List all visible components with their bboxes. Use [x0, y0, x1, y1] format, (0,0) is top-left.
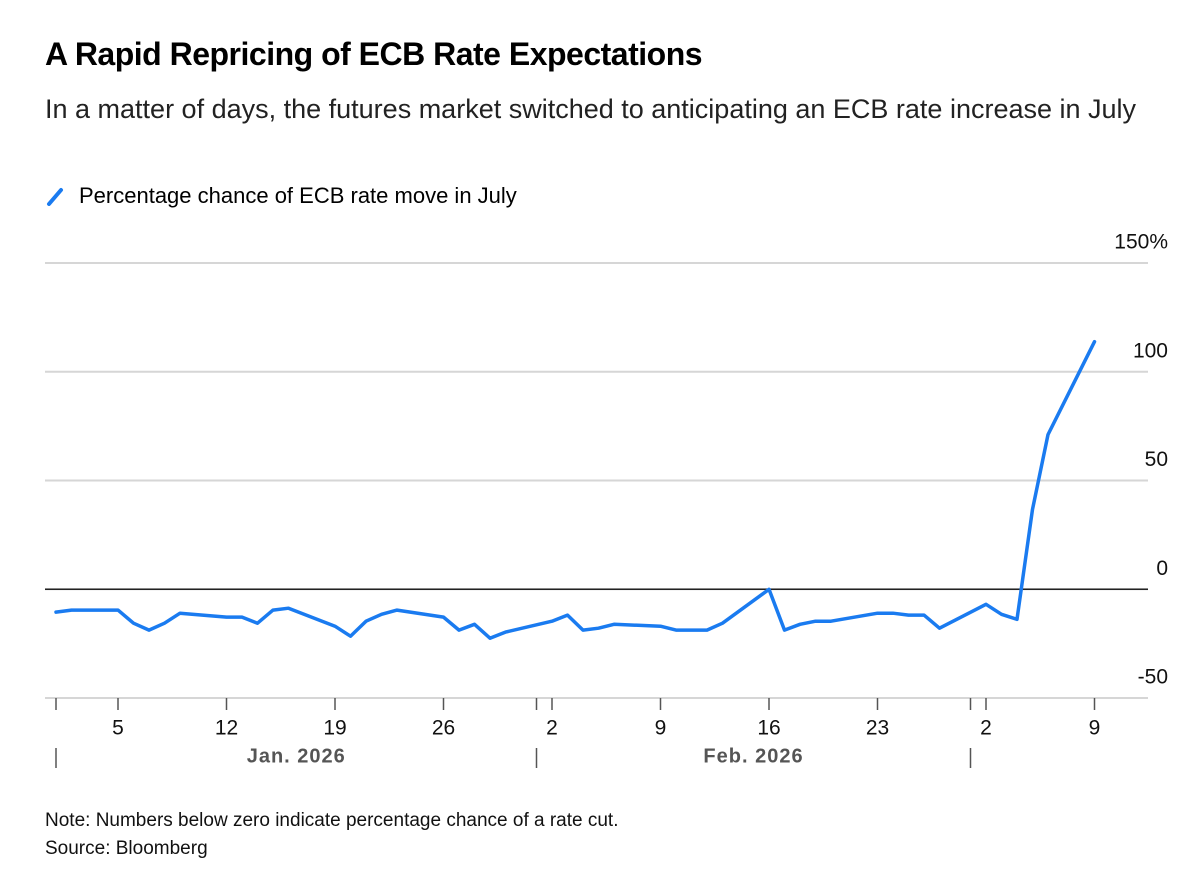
y-tick-label: 0	[1156, 557, 1168, 580]
group-label: Jan. 2026	[247, 745, 346, 767]
x-tick-label: 9	[655, 717, 667, 740]
y-tick-label: -50	[1138, 666, 1168, 689]
x-tick-label: 23	[866, 717, 889, 740]
x-tick-label: 16	[757, 717, 780, 740]
x-tick-label: 2	[980, 717, 992, 740]
legend-line	[47, 188, 63, 206]
y-tick-label: 150%	[1114, 231, 1168, 254]
legend: Percentage chance of ECB rate move in Ju…	[45, 183, 517, 209]
chart-title: A Rapid Repricing of ECB Rate Expectatio…	[45, 36, 703, 72]
y-tick-label: 50	[1145, 448, 1168, 471]
x-tick-label: 2	[546, 717, 558, 740]
y-tick-label: 100	[1133, 339, 1168, 362]
group-label: Feb. 2026	[703, 745, 803, 767]
x-tick-label: 5	[112, 717, 124, 740]
note: Note: Numbers below zero indicate percen…	[45, 810, 619, 831]
data-line	[54, 339, 1097, 640]
legend-swatch	[47, 188, 63, 206]
legend-label: Percentage chance of ECB rate move in Ju…	[79, 183, 517, 208]
x-tick-label: 26	[432, 717, 455, 740]
x-tick-label: 9	[1089, 717, 1101, 740]
x-tick-label: 19	[323, 717, 346, 740]
x-tick-label: 12	[215, 717, 238, 740]
chart: -50 0 50 100 150% 5 12 19 26 2 9 16 23 2 9 Jan. 2026 Feb…	[45, 231, 1168, 768]
source: Source: Bloomberg	[45, 838, 208, 859]
chart-subtitle: In a matter of days, the futures market …	[45, 94, 1137, 124]
